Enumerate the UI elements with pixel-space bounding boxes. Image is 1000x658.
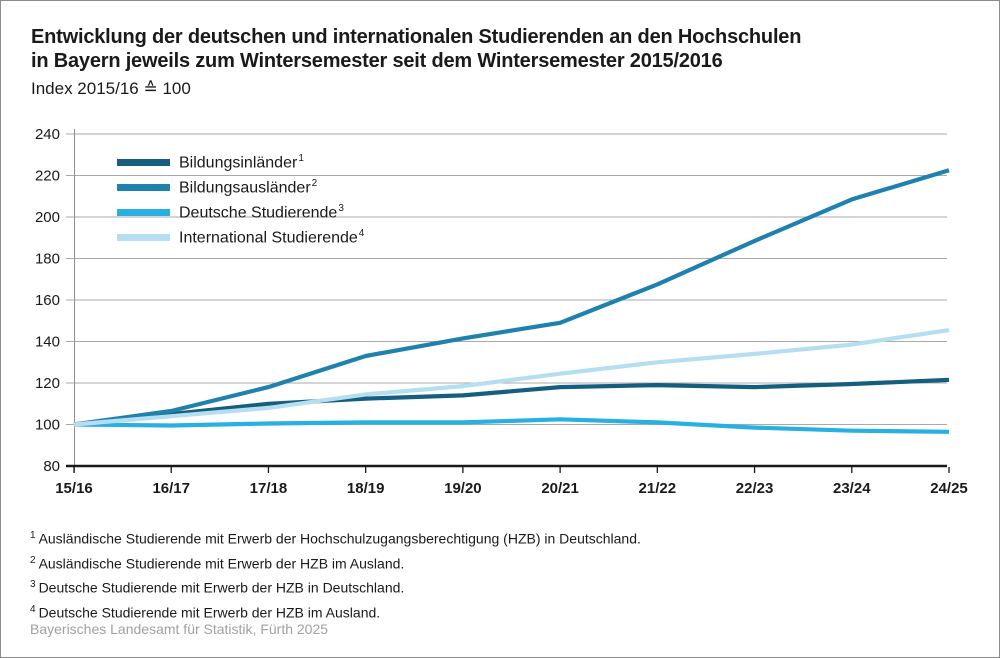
legend-item-1: Bildungsinländer1 xyxy=(117,150,364,175)
legend-swatch-3 xyxy=(117,209,170,216)
footnotes: 1 Ausländische Studierende mit Erwerb der… xyxy=(30,525,641,624)
footnote-1: 1 Ausländische Studierende mit Erwerb der… xyxy=(30,530,641,547)
y-tick-label-140: 140 xyxy=(35,334,60,351)
legend-label-3: Deutsche Studierende3 xyxy=(179,202,344,222)
y-tick-label-80: 80 xyxy=(43,458,60,475)
chart-legend: Bildungsinländer1 Bildungsausländer2 Deuts… xyxy=(117,150,364,250)
x-tick-label-17/18: 17/18 xyxy=(250,480,288,497)
legend-label-1: Bildungsinländer1 xyxy=(179,152,304,172)
series-line-2 xyxy=(73,168,950,427)
chart-title: Entwicklung der deutschen und internatio… xyxy=(31,25,801,73)
legend-swatch-4 xyxy=(117,234,170,241)
legend-label-2: Bildungsausländer2 xyxy=(179,177,318,197)
legend-swatch-2 xyxy=(117,184,170,191)
x-tick-label-20/21: 20/21 xyxy=(541,480,579,497)
y-tick-label-200: 200 xyxy=(35,209,60,226)
footnote-4: 4 Deutsche Studierende mit Erwerb der HZB… xyxy=(30,603,381,621)
x-tick-label-22/23: 22/23 xyxy=(736,480,774,497)
x-tick-label-16/17: 16/17 xyxy=(152,480,190,497)
x-tick-label-18/19: 18/19 xyxy=(347,480,385,497)
x-tick-label-15/16: 15/16 xyxy=(55,480,93,497)
chart-title-line2: in Bayern jeweils zum Wintersemester sei… xyxy=(31,50,723,72)
series-line-4 xyxy=(73,328,950,427)
legend-item-2: Bildungsausländer2 xyxy=(117,175,364,200)
x-tick-label-24/25: 24/25 xyxy=(930,480,968,497)
legend-swatch-1 xyxy=(117,159,170,166)
x-tick-label-21/22: 21/22 xyxy=(639,480,677,497)
y-tick-label-160: 160 xyxy=(35,292,60,309)
footnote-3: 3 Deutsche Studierende mit Erwerb der HZB… xyxy=(30,579,405,596)
legend-item-4: International Studierende4 xyxy=(117,225,364,250)
legend-item-3: Deutsche Studierende3 xyxy=(117,200,364,225)
source-credit: Bayerisches Landesamt für Statistik, Für… xyxy=(30,621,329,637)
footnote-2: 2 Ausländische Studierende mit Erwerb der… xyxy=(30,554,405,572)
series-line-3 xyxy=(73,417,950,434)
legend-label-4: International Studierende4 xyxy=(179,227,365,247)
x-tick-label-19/20: 19/20 xyxy=(444,480,482,497)
y-tick-label-220: 220 xyxy=(35,168,60,185)
y-tick-label-120: 120 xyxy=(35,375,60,392)
series-line-1 xyxy=(73,377,950,427)
y-tick-label-240: 240 xyxy=(35,126,60,143)
x-tick-label-23/24: 23/24 xyxy=(833,480,871,497)
y-tick-label-100: 100 xyxy=(35,417,60,434)
chart-title-line1: Entwicklung der deutschen und internatio… xyxy=(31,26,802,48)
chart-subtitle: Index 2015/16 ≙ 100 xyxy=(31,79,191,98)
y-tick-label-180: 180 xyxy=(35,251,60,268)
